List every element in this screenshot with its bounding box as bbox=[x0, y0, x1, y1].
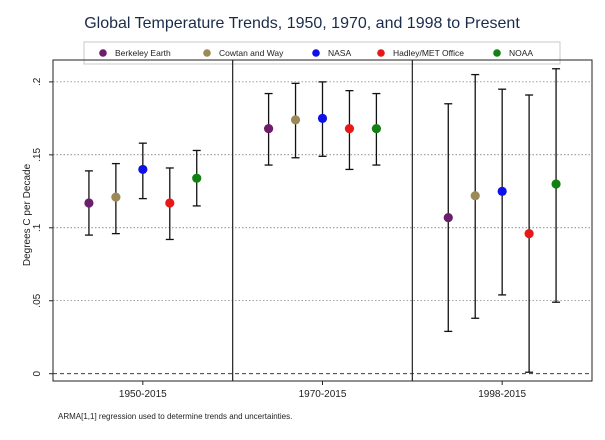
chart-title: Global Temperature Trends, 1950, 1970, a… bbox=[84, 15, 520, 32]
data-point bbox=[111, 192, 121, 202]
legend-marker bbox=[377, 49, 385, 57]
legend: Berkeley Earth Cowtan and Way NASA Hadley/M… bbox=[83, 41, 561, 65]
legend-label: Cowtan and Way bbox=[219, 48, 284, 58]
data-point bbox=[443, 212, 453, 223]
data-point bbox=[192, 173, 202, 183]
data-point bbox=[317, 113, 328, 123]
y-tick-label: .1 bbox=[32, 223, 43, 232]
legend-marker bbox=[99, 49, 107, 57]
legend-label: Berkeley Earth bbox=[115, 48, 171, 58]
legend-label: NOAA bbox=[509, 48, 533, 58]
y-tick-label: .15 bbox=[32, 147, 43, 161]
y-axis-label: Degrees C per Decade bbox=[22, 163, 33, 266]
data-point bbox=[497, 186, 507, 196]
x-tick-label: 1970-2015 bbox=[299, 389, 347, 400]
legend-marker bbox=[493, 49, 501, 57]
legend-marker bbox=[203, 49, 211, 57]
legend-label: NASA bbox=[328, 48, 351, 58]
data-point bbox=[344, 123, 355, 134]
plot-area: 0 .05 .1 .15 .2 1950-2015 1970-2015 1998-2015 bbox=[32, 59, 593, 400]
data-point bbox=[84, 198, 94, 208]
y-tick-label: 0 bbox=[32, 370, 43, 376]
data-point bbox=[470, 191, 480, 201]
legend-marker bbox=[312, 49, 320, 57]
x-tick-label: 1950-2015 bbox=[119, 389, 167, 400]
data-point bbox=[264, 123, 274, 134]
legend-box bbox=[83, 41, 561, 65]
data-point bbox=[290, 115, 301, 125]
data-point bbox=[524, 229, 534, 239]
y-tick-label: .05 bbox=[32, 293, 43, 307]
data-point bbox=[138, 164, 148, 175]
data-point bbox=[371, 123, 381, 134]
data-point bbox=[551, 179, 561, 189]
footnote: ARMA[1,1] regression used to determine t… bbox=[58, 412, 292, 421]
x-tick-label: 1998-2015 bbox=[478, 389, 526, 400]
legend-label: Hadley/MET Office bbox=[393, 48, 464, 58]
y-tick-label: .2 bbox=[32, 77, 43, 86]
data-point bbox=[165, 198, 175, 208]
